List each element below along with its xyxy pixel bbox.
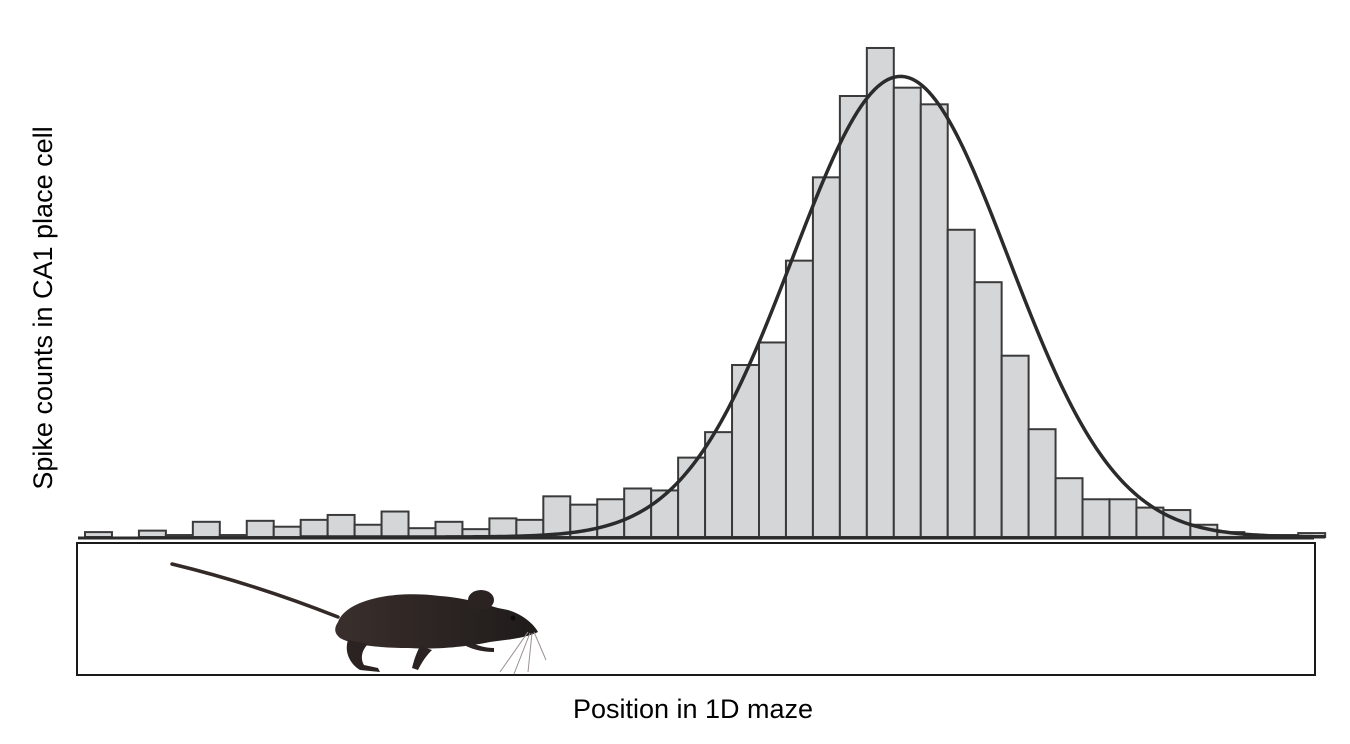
histogram-bar <box>380 510 410 538</box>
mouse-silhouette-icon <box>170 562 547 675</box>
histogram-bar <box>758 341 787 538</box>
maze-track <box>76 542 1316 676</box>
histogram-bar <box>191 520 221 538</box>
histogram-bar <box>1054 477 1084 539</box>
histogram-bar <box>1000 354 1030 539</box>
histogram-bar <box>299 518 329 538</box>
histogram-bar <box>704 431 734 539</box>
x-axis-label: Position in 1D maze <box>573 694 813 724</box>
histogram-bar <box>434 520 464 538</box>
histogram-bars <box>84 46 1327 539</box>
histogram-bar <box>811 176 841 538</box>
histogram-bar <box>353 523 383 538</box>
histogram-bar <box>892 86 922 538</box>
histogram-bar <box>137 529 167 539</box>
histogram-bar <box>272 525 302 539</box>
histogram-bar <box>973 281 1003 539</box>
y-axis-label: Spike counts in CA1 place cell <box>28 126 58 489</box>
histogram-bar <box>919 103 949 539</box>
histogram-bar <box>1081 498 1111 538</box>
histogram-bar <box>326 513 356 539</box>
histogram-bar <box>1108 498 1138 538</box>
histogram-bar <box>542 495 572 538</box>
histogram-bar <box>84 531 113 538</box>
histogram-bar <box>596 498 626 538</box>
histogram-bar <box>838 95 868 538</box>
histogram-bar <box>245 519 275 539</box>
histogram-bar <box>1027 428 1057 539</box>
histogram-bar <box>677 456 707 538</box>
histogram-bar <box>650 489 680 539</box>
histogram-bar <box>946 228 976 539</box>
histogram-bar <box>488 517 518 539</box>
histogram-bar <box>865 46 895 538</box>
histogram-bar <box>784 259 814 538</box>
